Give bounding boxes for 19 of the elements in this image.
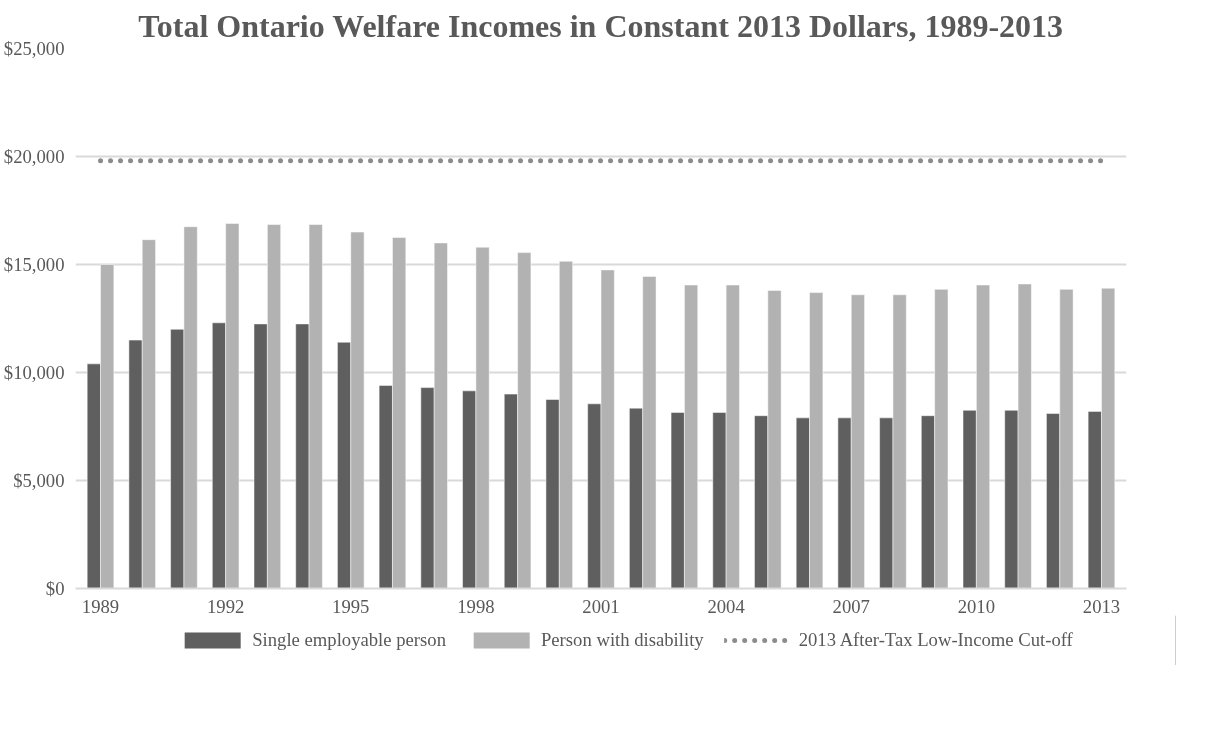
x-tick-label: 1989 xyxy=(81,595,120,617)
x-tick-label: 2013 xyxy=(1082,595,1121,617)
y-tick-label: $10,000 xyxy=(3,362,65,383)
chart-title: Total Ontario Welfare Incomes in Constant 2013 Dollars, 1989-2013 xyxy=(138,7,1064,44)
x-tick-label: 1998 xyxy=(457,595,495,617)
x-tick-label: 2010 xyxy=(957,595,996,617)
legend-label: Single employable person xyxy=(252,629,446,651)
x-tick-label: 2007 xyxy=(832,595,870,617)
x-tick-label: 2001 xyxy=(582,595,620,617)
y-tick-label: $20,000 xyxy=(3,146,65,167)
x-tick-label: 1992 xyxy=(206,595,245,617)
y-tick-label: $5,000 xyxy=(13,470,65,491)
legend-label: Person with disability xyxy=(540,629,704,651)
y-tick-label: $25,000 xyxy=(3,38,65,59)
x-tick-label: 2004 xyxy=(707,595,746,617)
y-tick-label: $0 xyxy=(45,578,65,599)
legend-label: 2013 After-Tax Low-Income Cut-off xyxy=(798,629,1073,651)
y-tick-label: $15,000 xyxy=(3,254,65,275)
x-tick-label: 1995 xyxy=(332,595,370,617)
